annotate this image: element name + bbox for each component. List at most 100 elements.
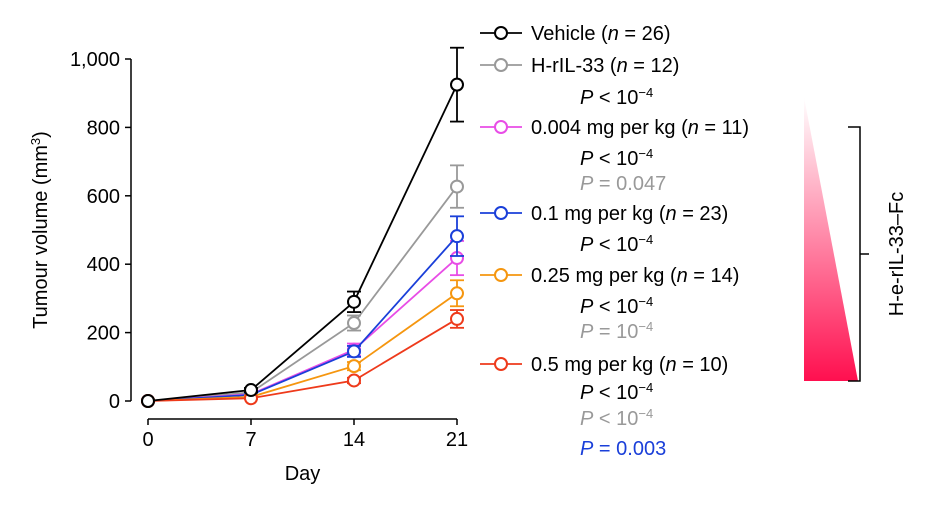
legend-entry-0: Vehicle (n = 26) [480,23,671,45]
data-point [450,179,464,194]
legend-label-post: = 14) [688,265,740,287]
data-point [450,77,464,92]
p-value-text: < 10 [593,296,638,318]
legend-label-pre: Vehicle ( [531,23,608,45]
legend-marker [494,26,508,40]
legend-label-pre: 0.1 mg per kg ( [531,203,666,225]
p-symbol: P [580,148,594,170]
p-value: P < 10−4 [580,146,653,171]
p-value-text: < 10 [593,87,638,109]
series-5 [141,309,464,408]
p-value-text: = 0.003 [593,438,666,460]
legend-marker [494,268,508,282]
p-value-text: < 10 [593,234,638,256]
legend-marker [494,357,508,371]
legend-entry-2: 0.004 mg per kg (n = 11) [480,117,749,139]
p-value: P < 10−4 [580,85,653,110]
legend-label-post: = 11) [699,117,749,139]
data-point [141,394,155,408]
legend: Vehicle (n = 26)H-rIL-33 (n = 12)0.004 m… [480,23,749,460]
p-value-text: = 10 [593,321,638,343]
p-value-exponent: −4 [638,406,653,421]
y-tick-label: 1,000 [70,49,120,71]
p-symbol: P [580,438,594,460]
p-symbol: P [580,296,594,318]
series-line [147,186,458,402]
y-axis-label: Tumour volume (mm3) [28,131,53,329]
data-point [347,373,361,388]
p-value: P < 10−4 [580,406,653,431]
axes: 0 200 400 600 800 1,000 0 7 14 21 Day Tumour volume… [28,49,469,485]
legend-marker [494,206,508,220]
series-line [147,235,458,402]
n-symbol: n [688,117,699,139]
data-point [347,316,361,331]
legend-label-pre: 0.5 mg per kg ( [531,354,666,376]
p-value: P < 10−4 [580,380,653,405]
x-tick-label: 7 [245,429,256,451]
data-point [347,344,361,359]
series-3 [141,215,464,408]
p-value-text: < 10 [593,408,638,430]
p-value: P = 10−4 [580,319,653,344]
p-value: P = 0.003 [580,438,666,460]
p-value-exponent: −4 [638,146,653,161]
p-value-text: = 0.047 [593,173,666,195]
y-tick-label: 600 [87,186,120,208]
y-tick-label: 0 [109,391,120,413]
data-point [450,311,464,326]
series-line [147,84,458,402]
x-tick-label: 21 [446,429,468,451]
p-value: P < 10−4 [580,294,653,319]
p-value-exponent: −4 [638,85,653,100]
series-layer [141,46,464,408]
dose-bracket-label: H-e-rIL-33–Fc [886,192,908,316]
legend-label-post: = 23) [677,203,729,225]
n-symbol: n [677,265,688,287]
legend-label-pre: H-rIL-33 ( [531,55,617,77]
data-point [347,294,361,309]
legend-label: H-rIL-33 (n = 12) [531,55,679,77]
p-symbol: P [580,408,594,430]
p-value: P = 0.047 [580,173,666,195]
n-symbol: n [666,203,677,225]
data-point [347,359,361,374]
series-0 [141,46,464,408]
p-value-exponent: −4 [638,294,653,309]
p-symbol: P [580,234,594,256]
legend-label-post: = 12) [628,55,680,77]
legend-entry-1: H-rIL-33 (n = 12) [480,55,679,77]
p-value-exponent: −4 [638,232,653,247]
data-point [450,286,464,301]
p-value-exponent: −4 [638,380,653,395]
legend-label-post: = 26) [619,23,671,45]
legend-marker [494,120,508,134]
p-symbol: P [580,321,594,343]
p-symbol: P [580,87,594,109]
y-tick-label: 200 [87,323,120,345]
legend-label-post: = 10) [677,354,729,376]
legend-label-pre: 0.25 mg per kg ( [531,265,677,287]
legend-label-pre: 0.004 mg per kg ( [531,117,688,139]
legend-entry-4: 0.25 mg per kg (n = 14) [480,265,739,287]
n-symbol: n [608,23,619,45]
p-value-exponent: −4 [638,319,653,334]
dose-gradient-wedge [804,97,858,381]
x-tick-label: 0 [142,429,153,451]
legend-label: 0.25 mg per kg (n = 14) [531,265,739,287]
legend-label: 0.5 mg per kg (n = 10) [531,354,728,376]
y-tick-label: 400 [87,254,120,276]
legend-entry-5: 0.5 mg per kg (n = 10) [480,354,728,376]
dose-annotation: H-e-rIL-33–Fc [804,97,908,382]
legend-marker [494,58,508,72]
x-axis-label: Day [285,463,321,485]
n-symbol: n [666,354,677,376]
y-axis-label-close: ) [30,131,52,138]
data-point [450,229,464,244]
series-line [147,318,458,402]
legend-entry-3: 0.1 mg per kg (n = 23) [480,203,728,225]
legend-label: Vehicle (n = 26) [531,23,671,45]
data-point [244,383,258,398]
p-symbol: P [580,173,594,195]
legend-label: 0.1 mg per kg (n = 23) [531,203,728,225]
